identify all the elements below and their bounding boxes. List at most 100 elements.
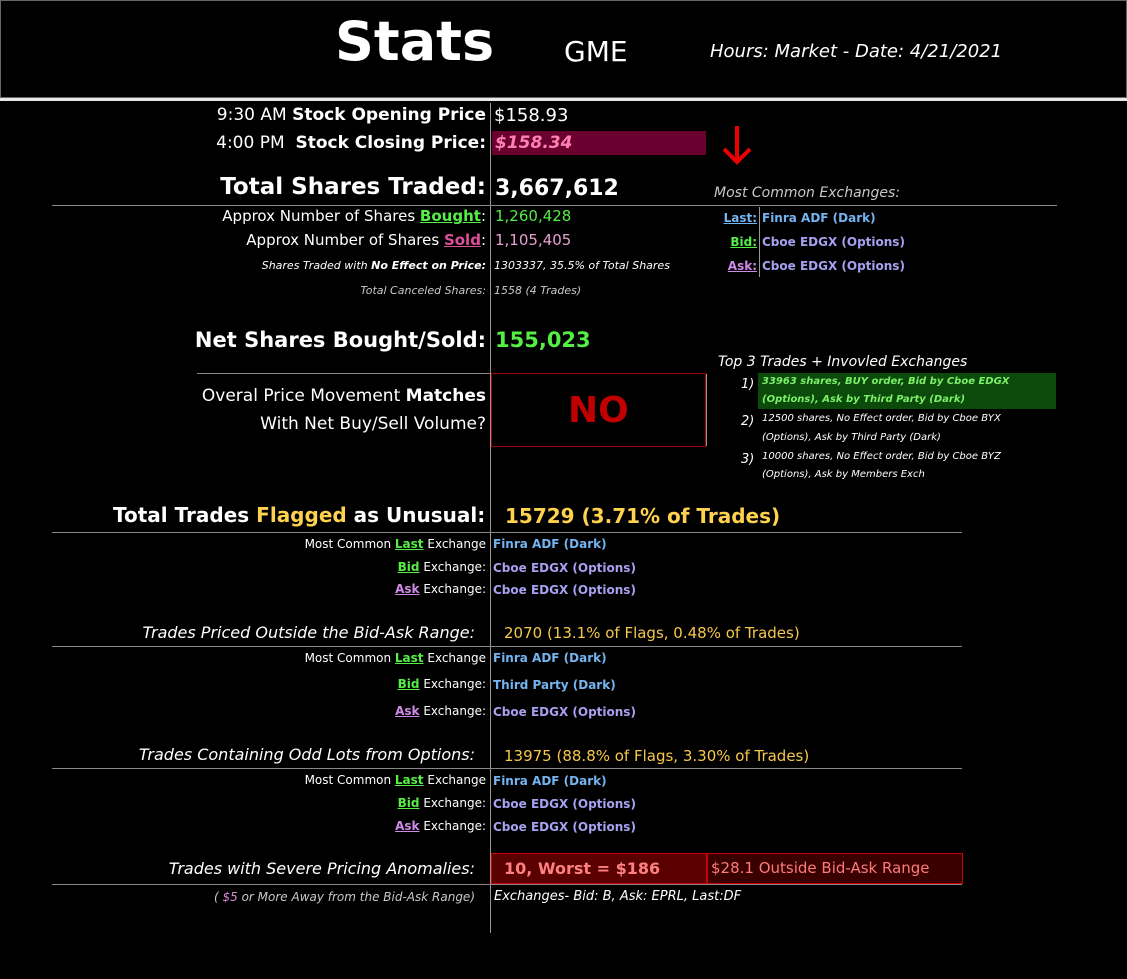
exchanges-divider <box>759 207 760 277</box>
flagged-last-label: Most Common Last Exchange <box>305 537 486 551</box>
ask-word: Ask <box>395 704 420 718</box>
hours-date: Hours: Market - Date: 4/21/2021 <box>710 41 1003 62</box>
oddlots-bid-value: Cboe EDGX (Options) <box>493 797 636 811</box>
movement-bold: Matches <box>405 386 486 406</box>
sold-word: Sold <box>443 231 481 249</box>
note-rest: or More Away from the Bid-Ask Range) <box>241 890 475 904</box>
flagged-last-value: Finra ADF (Dark) <box>493 537 607 551</box>
top-trade-3-line1: 10000 shares, No Effect order, Bid by Cb… <box>762 451 1001 462</box>
sold-prefix: Approx Number of Shares <box>246 231 440 249</box>
movement-line1: Overal Price Movement Matches <box>202 386 486 406</box>
exchange-colon: Exchange: <box>423 819 486 833</box>
ex-last-value: Finra ADF (Dark) <box>762 211 876 225</box>
most-common: Most Common <box>304 651 392 665</box>
noeffect-bold: No Effect on Price: <box>371 259 486 272</box>
bid-word: Bid <box>397 677 420 691</box>
exchanges-title: Most Common Exchanges: <box>714 185 901 201</box>
movement-answer: NO <box>568 390 629 431</box>
outside-last-value: Finra ADF (Dark) <box>493 651 607 665</box>
close-price-label: 4:00 PM Stock Closing Price: <box>216 133 486 153</box>
divider-total <box>52 205 1057 206</box>
arrow-down-icon <box>722 126 752 165</box>
net-value: 155,023 <box>495 328 591 352</box>
top-trade-2-num: 2) <box>741 414 755 429</box>
outside-bid-value: Third Party (Dark) <box>493 678 616 692</box>
oddlots-last-value: Finra ADF (Dark) <box>493 774 607 788</box>
ask-word: Ask <box>395 582 420 596</box>
bid-word: Bid <box>397 560 420 574</box>
top-trades-divider <box>706 374 707 446</box>
open-price-label: 9:30 AM Stock Opening Price <box>217 105 486 125</box>
exchange-colon: Exchange: <box>423 560 486 574</box>
most-common: Most Common <box>304 537 392 551</box>
oddlots-label: Trades Containing Odd Lots from Options: <box>138 745 475 764</box>
severe-detail-box <box>707 853 963 884</box>
flagged-post: as Unusual: <box>353 503 486 527</box>
ex-bid-label: Bid: <box>730 235 757 249</box>
ex-ask-label: Ask: <box>727 259 757 273</box>
severe-note: ( $5 or More Away from the Bid-Ask Range… <box>214 890 475 904</box>
outside-ask-label: Ask Exchange: <box>395 704 486 718</box>
ex-bid-value: Cboe EDGX (Options) <box>762 235 905 249</box>
ex-last-label: Last: <box>723 211 757 225</box>
flagged-bid-label: Bid Exchange: <box>398 560 486 574</box>
exchange-colon: Exchange: <box>423 677 486 691</box>
exchange-word: Exchange <box>427 773 486 787</box>
flagged-pre: Total Trades <box>113 503 250 527</box>
open-label: Stock Opening Price <box>292 105 486 125</box>
bought-row-label: Approx Number of Shares Bought: <box>222 207 486 225</box>
oddlots-last-label: Most Common Last Exchange <box>305 773 486 787</box>
top-trade-1-bg <box>758 373 1056 409</box>
flagged-bid-value: Cboe EDGX (Options) <box>493 561 636 575</box>
severe-exchanges: Exchanges- Bid: B, Ask: EPRL, Last:DF <box>494 889 742 904</box>
outside-ask-value: Cboe EDGX (Options) <box>493 705 636 719</box>
exchange-colon: Exchange: <box>423 796 486 810</box>
close-label: Stock Closing Price: <box>295 133 486 153</box>
oddlots-ask-label: Ask Exchange: <box>395 819 486 833</box>
last-word: Last <box>394 651 424 665</box>
severe-detail: $28.1 Outside Bid-Ask Range <box>711 859 930 877</box>
note-amount: $5 <box>222 890 238 904</box>
open-time: 9:30 AM <box>216 105 287 125</box>
close-time: 4:00 PM <box>216 133 285 153</box>
noeffect-value: 1303337, 35.5% of Total Shares <box>494 259 670 272</box>
open-price-value: $158.93 <box>494 105 569 126</box>
bought-value: 1,260,428 <box>495 207 572 225</box>
divider-outside <box>52 646 962 647</box>
top-trade-3-num: 3) <box>741 452 755 467</box>
movement-prefix: Overal Price Movement <box>201 386 401 406</box>
top-trade-3-line2: (Options), Ask by Members Exch <box>762 469 925 480</box>
canceled-label: Total Canceled Shares: <box>360 284 486 297</box>
flagged-label: Total Trades Flagged as Unusual: <box>113 503 485 527</box>
sold-row-label: Approx Number of Shares Sold: <box>246 231 486 249</box>
net-label: Net Shares Bought/Sold: <box>194 328 486 352</box>
bid-word: Bid <box>397 796 420 810</box>
total-shares-label: Total Shares Traded: <box>220 174 486 200</box>
top-trade-2-line2: (Options), Ask by Third Party (Dark) <box>762 432 941 443</box>
top-trades-title: Top 3 Trades + Invovled Exchanges <box>718 354 968 370</box>
divider-flagged <box>52 532 962 533</box>
movement-line2: With Net Buy/Sell Volume? <box>260 414 486 434</box>
sold-value: 1,105,405 <box>495 231 572 249</box>
outside-bid-label: Bid Exchange: <box>398 677 486 691</box>
top-trade-1-num: 1) <box>741 377 755 392</box>
exchange-word: Exchange <box>427 651 486 665</box>
flagged-value: 15729 (3.71% of Trades) <box>505 504 781 528</box>
divider-severe <box>52 884 962 885</box>
outside-label: Trades Priced Outside the Bid-Ask Range: <box>142 623 475 642</box>
bought-prefix: Approx Number of Shares <box>222 207 416 225</box>
outside-last-label: Most Common Last Exchange <box>305 651 486 665</box>
page-title: Stats <box>335 10 495 73</box>
flagged-word: Flagged <box>256 503 347 527</box>
last-word: Last <box>394 537 424 551</box>
exchange-word: Exchange <box>427 537 486 551</box>
bought-word: Bought <box>419 207 481 225</box>
close-price-box <box>492 131 706 155</box>
oddlots-value: 13975 (88.8% of Flags, 3.30% of Trades) <box>504 747 810 765</box>
oddlots-bid-label: Bid Exchange: <box>398 796 486 810</box>
noeffect-prefix: Shares Traded with <box>261 259 368 272</box>
top-trade-1-line1: 33963 shares, BUY order, Bid by Cboe EDG… <box>762 376 1010 387</box>
oddlots-ask-value: Cboe EDGX (Options) <box>493 820 636 834</box>
most-common: Most Common <box>304 773 392 787</box>
exchange-colon: Exchange: <box>423 704 486 718</box>
